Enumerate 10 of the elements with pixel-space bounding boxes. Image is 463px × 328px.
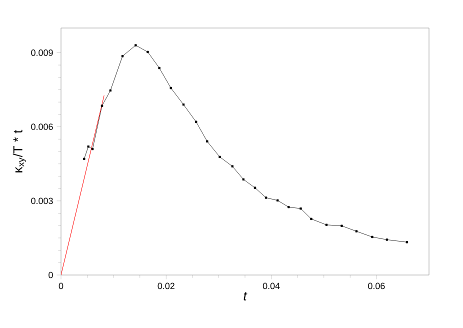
x-axis-title: t [244, 292, 248, 300]
y-tick-label: 0.009 [31, 50, 53, 56]
y-tick-label: 0 [48, 272, 53, 278]
y-tick-label: 0.006 [31, 124, 53, 130]
x-tick-label: 0.06 [368, 282, 385, 290]
x-tick-label: 0 [58, 282, 64, 290]
x-tick-label: 0.02 [158, 282, 174, 290]
y-axis-title: κ$_{xy}$/T * t [12, 130, 26, 172]
x-tick-label: 0.04 [262, 282, 280, 290]
y-tick-label: 0.003 [31, 198, 53, 204]
